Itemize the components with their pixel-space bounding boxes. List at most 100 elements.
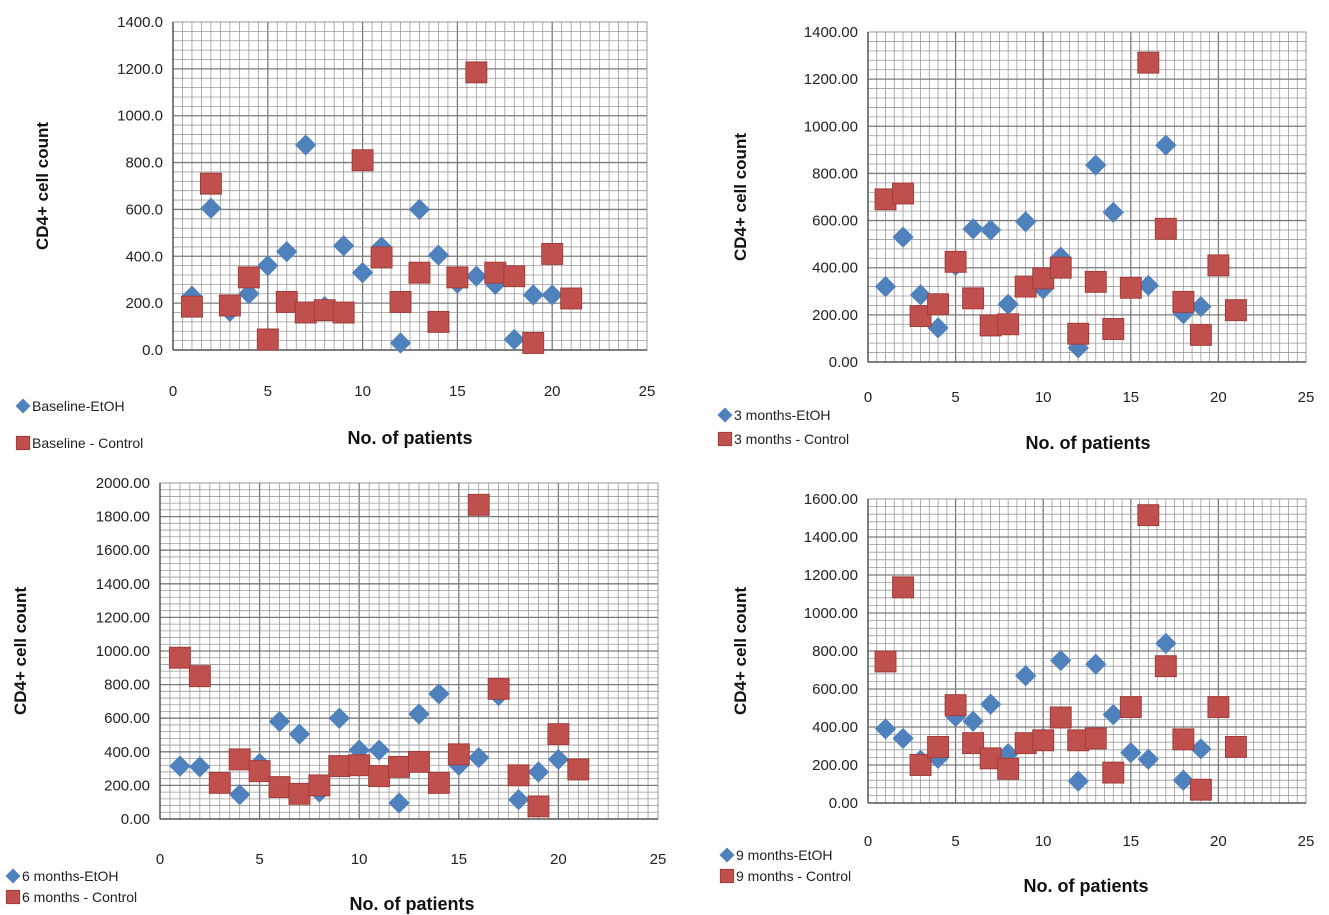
control-data-point xyxy=(892,182,914,205)
control-data-point xyxy=(388,755,410,778)
etoh-data-point xyxy=(468,747,490,769)
y-tick-label: 400.00 xyxy=(812,719,858,736)
control-data-point xyxy=(487,677,510,700)
x-tick-label: 15 xyxy=(1122,833,1139,850)
legend-label: 6 months-EtOH xyxy=(22,868,118,884)
control-data-point xyxy=(547,723,570,746)
control-data-point xyxy=(188,665,211,688)
control-data-point xyxy=(1189,778,1212,801)
etoh-data-point xyxy=(980,219,1002,241)
y-tick-label: 1600.00 xyxy=(96,542,150,559)
etoh-data-point xyxy=(892,226,914,248)
x-axis-label: No. of patients xyxy=(1026,433,1151,453)
chart-panel-9-months: 0.00 200.00 400.00 600.00 800.00 1000.00 1200.… xyxy=(719,491,1314,896)
etoh-data-point xyxy=(288,723,311,745)
control-data-point xyxy=(348,754,371,777)
y-tick-label: 2000.00 xyxy=(96,475,150,492)
control-data-point xyxy=(997,313,1020,336)
control-data-point xyxy=(1207,254,1230,277)
legend-diamond-icon xyxy=(5,868,21,884)
control-data-point xyxy=(892,576,914,599)
control-data-point xyxy=(1049,256,1072,279)
control-data-point xyxy=(560,287,583,310)
legend-diamond-icon xyxy=(719,847,735,863)
legend-square-icon xyxy=(717,431,733,447)
y-tick-label: 1600.00 xyxy=(804,491,858,508)
control-data-point xyxy=(275,291,298,313)
y-tick-label: 0.00 xyxy=(829,795,858,812)
control-data-point xyxy=(199,172,222,195)
etoh-data-point xyxy=(465,265,487,287)
etoh-data-point xyxy=(1067,770,1089,792)
control-data-point xyxy=(927,736,950,758)
etoh-data-point xyxy=(522,284,544,306)
control-data-point xyxy=(944,694,967,717)
y-tick-label: 800.00 xyxy=(812,165,858,182)
etoh-data-point xyxy=(200,197,222,219)
y-tick-label: 200.00 xyxy=(812,307,858,324)
x-axis-label: No. of patients xyxy=(348,428,473,448)
control-data-point xyxy=(507,764,530,787)
etoh-data-point xyxy=(874,718,897,740)
control-data-point xyxy=(1102,761,1125,784)
x-tick-label: 25 xyxy=(650,851,667,868)
control-data-point xyxy=(1084,270,1107,293)
y-tick-label: 1400.00 xyxy=(96,576,150,593)
x-axis-label: No. of patients xyxy=(1024,876,1149,896)
y-tick-label: 1000.0 xyxy=(117,108,163,125)
etoh-data-point xyxy=(276,240,298,263)
y-tick-label: 1800.00 xyxy=(96,509,150,526)
x-tick-label: 10 xyxy=(1035,833,1052,850)
y-tick-label: 1000.00 xyxy=(804,605,858,622)
y-axis-label: CD4+ cell count xyxy=(33,122,52,250)
control-data-point xyxy=(909,754,932,776)
legend-label: Baseline-EtOH xyxy=(32,398,125,414)
control-data-point xyxy=(484,261,507,284)
y-axis-label: CD4+ cell count xyxy=(731,133,750,261)
y-tick-label: 1200.00 xyxy=(804,567,858,584)
y-tick-label: 200.00 xyxy=(104,777,150,794)
control-data-point xyxy=(208,771,231,794)
etoh-data-point xyxy=(333,235,355,257)
x-tick-label: 10 xyxy=(1035,389,1052,406)
chart-panel-3-months: 0.00 200.00 400.00 600.00 800.00 1000.00 1200.… xyxy=(717,24,1315,453)
y-tick-label: 0.00 xyxy=(121,811,150,828)
control-data-point xyxy=(541,242,564,265)
etoh-data-point xyxy=(1085,154,1107,176)
etoh-data-point xyxy=(962,218,984,240)
chart-panel-baseline: 0.0 200.0 400.0 600.0 800.0 1000.0 1200.0 1400.… xyxy=(15,14,655,451)
x-tick-label: 0 xyxy=(156,851,164,868)
control-data-point xyxy=(522,332,545,354)
etoh-data-point xyxy=(388,792,410,814)
control-data-point xyxy=(467,493,490,516)
control-data-point xyxy=(294,301,317,324)
x-tick-label: 25 xyxy=(1298,389,1315,406)
control-data-point xyxy=(465,61,488,84)
etoh-data-point xyxy=(428,683,450,705)
control-data-point xyxy=(1224,736,1247,758)
control-data-point xyxy=(944,250,967,273)
etoh-data-point xyxy=(892,727,914,750)
x-tick-label: 5 xyxy=(951,389,959,406)
etoh-data-point xyxy=(368,739,390,761)
legend-diamond-icon xyxy=(717,407,733,423)
y-tick-label: 1000.00 xyxy=(804,118,858,135)
etoh-data-point xyxy=(1172,769,1194,791)
control-data-point xyxy=(874,650,897,673)
control-data-point xyxy=(1207,696,1230,718)
control-data-point xyxy=(1137,51,1160,74)
etoh-data-point xyxy=(389,332,412,354)
control-data-point xyxy=(389,291,412,313)
x-tick-label: 20 xyxy=(1210,389,1227,406)
etoh-data-point xyxy=(909,284,932,306)
etoh-data-point xyxy=(1155,632,1177,655)
x-tick-label: 15 xyxy=(1122,389,1139,406)
y-tick-label: 400.00 xyxy=(812,260,858,277)
control-data-point xyxy=(248,760,271,783)
x-tick-label: 5 xyxy=(255,851,263,868)
control-data-point xyxy=(1154,217,1177,240)
etoh-data-point xyxy=(874,275,897,298)
control-data-point xyxy=(447,743,470,766)
control-data-point xyxy=(256,328,279,351)
etoh-data-point xyxy=(1085,653,1107,675)
